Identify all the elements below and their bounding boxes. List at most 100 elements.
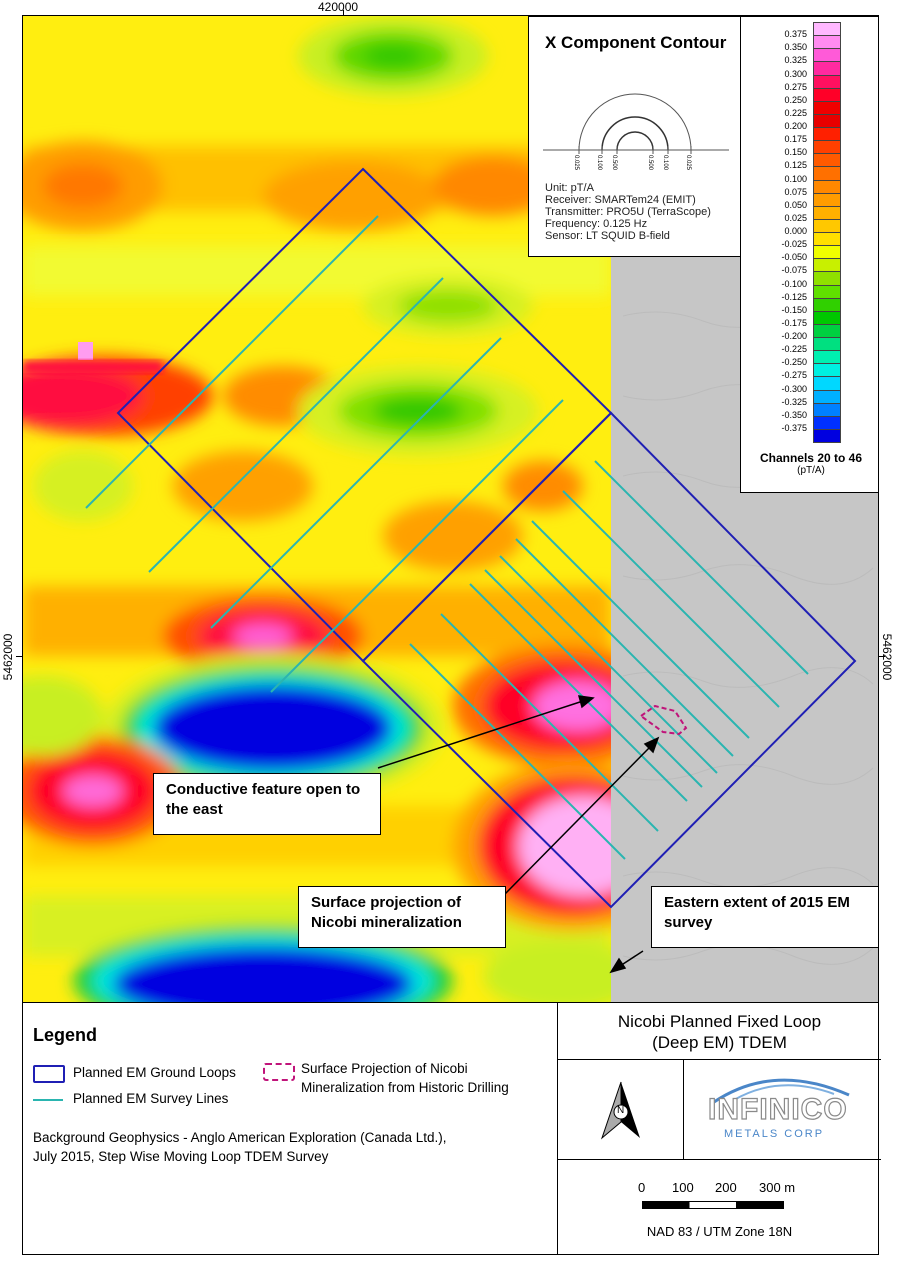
colorbar-labels: 0.375 0.350 0.325 0.300 0.275 0.250 0.225 0.200… (767, 22, 807, 442)
scale-bar (642, 1201, 784, 1209)
legend-source-1: Background Geophysics - Anglo American E… (33, 1130, 447, 1145)
scale-bar-cell: 0 100 200 300 m NAD 83 / UTM Zone 18N (558, 1160, 881, 1255)
colorbar-title: Channels 20 to 46 (759, 451, 863, 465)
survey-line[interactable] (440, 613, 659, 832)
colorbar-label: 0.100 (784, 173, 807, 184)
colorbar-swatch (813, 179, 841, 193)
colorbar-swatch (813, 376, 841, 390)
logo-main-text: INFINICO (707, 1092, 848, 1126)
contour-legend-diagram (543, 93, 729, 154)
colorbar-label: 0.000 (784, 226, 807, 236)
legend-mineral-label-2: Mineralization from Historic Drilling (301, 1080, 509, 1095)
colorbar-swatch (813, 323, 841, 337)
colorbar-swatch (813, 192, 841, 206)
colorbar-label: 0.200 (784, 121, 807, 131)
planned-em-ground-loops (116, 167, 857, 909)
contour-tick-label: 0.500 (647, 155, 653, 171)
colorbar-label: 0.225 (784, 107, 807, 118)
colorbar-label: -0.325 (781, 396, 807, 407)
info-transmitter: Transmitter: PRO5U (TerraScope) (545, 206, 711, 218)
coord-top-easting: 420000 (318, 0, 359, 14)
colorbar-swatch (813, 402, 841, 416)
colorbar-label: 0.075 (784, 186, 807, 197)
survey-line[interactable] (148, 277, 444, 573)
colorbar-label: 0.325 (784, 55, 807, 66)
colorbar-swatch (813, 284, 841, 298)
callout-surface-projection: Surface projection of Nicobi mineralizat… (298, 886, 506, 948)
colorbar-swatch (813, 415, 841, 429)
survey-line[interactable] (531, 520, 750, 739)
survey-line[interactable] (85, 215, 379, 509)
coord-top-tick (343, 10, 344, 16)
coord-right-northing: 5462000 (880, 633, 894, 681)
colorbar-swatch (813, 140, 841, 154)
survey-line[interactable] (562, 490, 780, 708)
info-receiver: Receiver: SMARTem24 (EMIT) (545, 194, 696, 206)
nicobi-mineralization-outline[interactable] (639, 704, 688, 736)
legend-lines-label: Planned EM Survey Lines (73, 1091, 229, 1106)
contour-tick-label: 0.100 (662, 155, 668, 171)
contour-tick-label: 0.025 (685, 155, 691, 171)
colorbar-swatch (813, 271, 841, 285)
colorbar-label: 0.050 (784, 199, 807, 210)
colorbar-label: -0.225 (781, 344, 807, 355)
survey-line[interactable] (594, 460, 809, 675)
survey-line[interactable] (469, 583, 688, 802)
colorbar-swatch (813, 205, 841, 219)
survey-line[interactable] (210, 337, 502, 629)
colorbar-swatch (813, 127, 841, 141)
north-arrow-icon (600, 1081, 640, 1140)
colorbar-swatch (813, 218, 841, 232)
colorbar-label: -0.150 (781, 304, 807, 315)
colorbar-swatch (813, 153, 841, 167)
contour-info-lines: Unit: pT/A Receiver: SMARTem24 (EMIT) Tr… (545, 182, 711, 242)
colorbar-label: -0.350 (781, 409, 807, 420)
contour-tick-label: 0.500 (611, 155, 617, 171)
colorbar-label: 0.350 (784, 42, 807, 53)
legend-title: Legend (33, 1025, 98, 1045)
legend-loops-label: Planned EM Ground Loops (73, 1065, 236, 1080)
colorbar-label: 0.275 (784, 81, 807, 92)
info-frequency: Frequency: 0.125 Hz (545, 218, 648, 230)
map-title-line-1: Nicobi Planned Fixed Loop (617, 1012, 822, 1031)
colorbar-swatch (813, 350, 841, 364)
legend-line-swatch (33, 1099, 63, 1101)
colorbar-label: -0.175 (781, 317, 807, 328)
colorbar-swatch (813, 232, 841, 246)
legend-loop-swatch (33, 1065, 65, 1083)
survey-line[interactable] (484, 569, 703, 788)
colorbar-swatch (813, 87, 841, 101)
colorbar-swatch (813, 245, 841, 259)
colorbar-swatch (813, 22, 841, 36)
north-letter: N (617, 1105, 625, 1116)
legend-mineral-label-1: Surface Projection of Nicobi (301, 1061, 468, 1076)
colorbar-swatch (813, 113, 841, 127)
survey-line[interactable] (515, 538, 734, 757)
scale-label-200: 200 (715, 1180, 737, 1195)
scale-label-100: 100 (672, 1180, 694, 1195)
callout-eastern-extent: Eastern extent of 2015 EM survey (651, 886, 878, 948)
colorbar-swatch (813, 166, 841, 180)
contour-info-title: X Component Contour (545, 33, 727, 52)
legend-source-2: July 2015, Step Wise Moving Loop TDEM Su… (33, 1149, 329, 1164)
north-arrow-cell: N (558, 1060, 684, 1160)
colorbar-swatch (813, 428, 841, 442)
colorbar-label: -0.050 (781, 252, 807, 263)
colorbar-label: 0.375 (784, 29, 807, 40)
survey-line[interactable] (499, 555, 718, 774)
projection-label: NAD 83 / UTM Zone 18N (646, 1224, 793, 1239)
colorbar-label: -0.125 (781, 291, 807, 302)
colorbar-swatch (813, 389, 841, 403)
map-frame[interactable]: Conductive feature open to the east Surf… (22, 15, 879, 1003)
info-sensor: Sensor: LT SQUID B-field (545, 230, 670, 242)
map-title-line-2: (Deep EM) TDEM (652, 1033, 787, 1052)
colorbar-swatch (813, 310, 841, 324)
colorbar-label: 0.300 (784, 68, 807, 79)
colorbar-label: -0.375 (781, 422, 807, 433)
colorbar-label: -0.025 (781, 239, 807, 250)
coord-left-northing: 5462000 (1, 633, 15, 681)
scale-label-0: 0 (638, 1180, 646, 1195)
ground-loop-southeast[interactable] (361, 411, 857, 909)
survey-line[interactable] (409, 643, 626, 860)
survey-line[interactable] (270, 399, 564, 693)
